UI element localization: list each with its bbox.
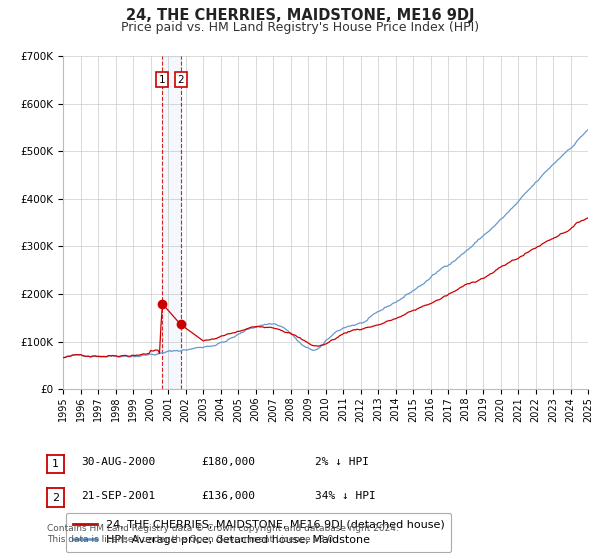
Bar: [162, 56, 181, 389]
Text: £136,000: £136,000: [201, 491, 255, 501]
Text: 2: 2: [178, 75, 184, 85]
Text: 1: 1: [52, 459, 59, 469]
Text: 2% ↓ HPI: 2% ↓ HPI: [315, 457, 369, 467]
Text: This data is licensed under the Open Government Licence v3.0.: This data is licensed under the Open Gov…: [47, 535, 336, 544]
Legend: 24, THE CHERRIES, MAIDSTONE, ME16 9DJ (detached house), HPI: Average price, deta: 24, THE CHERRIES, MAIDSTONE, ME16 9DJ (d…: [66, 513, 451, 552]
Text: 34% ↓ HPI: 34% ↓ HPI: [315, 491, 376, 501]
Text: 30-AUG-2000: 30-AUG-2000: [81, 457, 155, 467]
Text: 2: 2: [52, 493, 59, 502]
Text: £180,000: £180,000: [201, 457, 255, 467]
Text: 21-SEP-2001: 21-SEP-2001: [81, 491, 155, 501]
Text: Price paid vs. HM Land Registry's House Price Index (HPI): Price paid vs. HM Land Registry's House …: [121, 21, 479, 34]
Text: 24, THE CHERRIES, MAIDSTONE, ME16 9DJ: 24, THE CHERRIES, MAIDSTONE, ME16 9DJ: [126, 8, 474, 24]
Text: 1: 1: [159, 75, 166, 85]
Text: Contains HM Land Registry data © Crown copyright and database right 2024.: Contains HM Land Registry data © Crown c…: [47, 524, 398, 533]
